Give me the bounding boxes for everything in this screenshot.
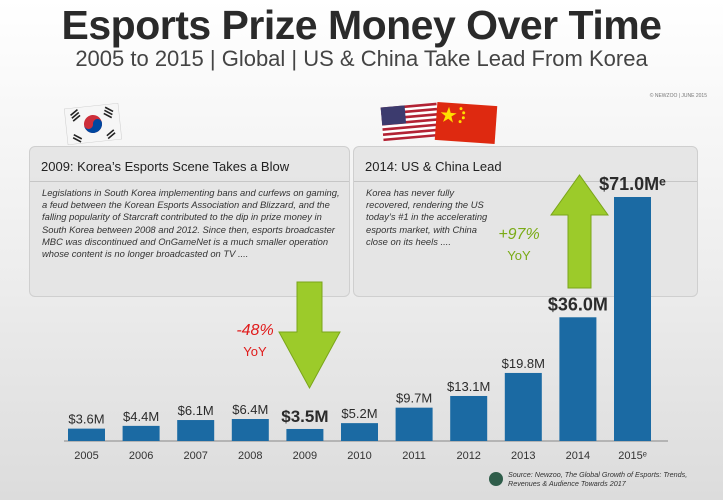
bar-2011 [395, 407, 433, 441]
x-tick-label: 2011 [402, 450, 426, 462]
x-tick-label: 2009 [293, 450, 317, 462]
bar-2006 [122, 425, 160, 441]
decline-arrow-icon [278, 281, 341, 390]
bar-2012 [450, 395, 488, 441]
growth-arrow-icon [550, 174, 609, 289]
bar-value-label: $13.1M [447, 379, 490, 394]
bar-2009 [286, 428, 324, 441]
bar-value-label: $3.6M [68, 412, 104, 427]
bar-2005 [68, 428, 105, 441]
korea-box-body: Legislations in South Korea implementing… [42, 187, 340, 260]
china-flag-icon [434, 101, 498, 145]
us-china-box-divider [354, 181, 697, 182]
decline-percent: -48% [236, 322, 274, 339]
bar-2010 [341, 423, 378, 441]
growth-yoy-label: YoY [507, 248, 531, 263]
bar-2008 [231, 419, 269, 441]
bar-2013 [504, 372, 542, 441]
x-tick-label: 2006 [129, 450, 153, 462]
x-tick-label: 2014 [566, 450, 590, 462]
bar-value-label: $19.8M [502, 356, 545, 371]
x-tick-label: 2005 [74, 450, 98, 462]
usa-flag-icon [380, 102, 440, 142]
chart-subtitle: 2005 to 2015 | Global | US & China Take … [75, 46, 648, 71]
us-china-box-title: 2014: US & China Lead [365, 159, 502, 174]
bar-value-label: $36.0M [548, 294, 608, 314]
x-tick-label: 2008 [238, 450, 262, 462]
korea-box-title: 2009: Korea’s Esports Scene Takes a Blow [41, 159, 290, 174]
x-tick-label: 2013 [511, 450, 535, 462]
us-china-box-body: Korea has never fully recovered, renderi… [366, 187, 488, 247]
bar-value-label: $9.7M [396, 391, 432, 406]
bar-value-label: $71.0Mᵉ [599, 174, 666, 194]
korea-info-box: 2009: Korea’s Esports Scene Takes a Blow… [29, 146, 350, 297]
south-korea-flag-icon [63, 103, 123, 145]
x-tick-label: 2012 [456, 450, 480, 462]
bar-value-label: $6.1M [178, 403, 214, 418]
decline-yoy-label: YoY [243, 344, 267, 359]
korea-box-divider [30, 181, 349, 182]
growth-percent: +97% [498, 226, 540, 243]
credit-text: © NEWZOO | JUNE 2015 [649, 93, 707, 99]
newzoo-logo-icon [489, 472, 503, 486]
x-tick-label: 2007 [183, 450, 207, 462]
bar-value-label: $4.4M [123, 409, 159, 424]
bar-2007 [177, 420, 215, 441]
x-tick-label: 2010 [347, 450, 371, 462]
chart-title: Esports Prize Money Over Time [61, 2, 662, 48]
source-note: Source: Newzoo, The Global Growth of Esp… [508, 470, 688, 488]
x-tick-label: 2015ᵉ [618, 450, 647, 462]
bar-value-label: $5.2M [341, 406, 377, 421]
bar-2014 [559, 317, 597, 441]
bar-2015ᵉ [614, 197, 651, 441]
bar-value-label: $3.5M [281, 407, 328, 426]
bar-value-label: $6.4M [232, 402, 268, 417]
